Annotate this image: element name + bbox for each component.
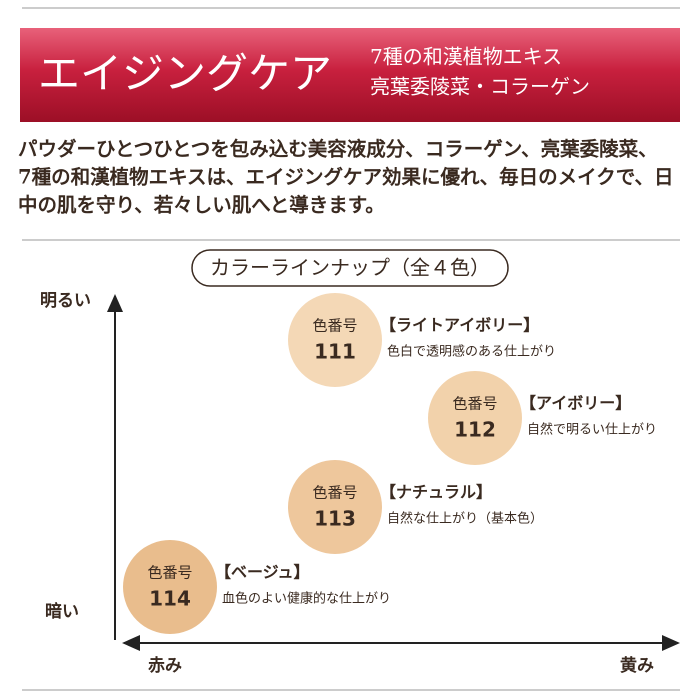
axis-label: 黄み <box>620 655 654 676</box>
shade-swatch <box>123 540 217 634</box>
code: 112 <box>454 418 496 442</box>
shade-description: 自然な仕上がり（基本色） <box>387 511 543 527</box>
body-line: 7種の和漢植物エキスは、エイジングケア効果に優れ、毎日のメイクで、日 <box>18 166 674 189</box>
lineup-heading: カラーラインナップ（全４色） <box>210 256 490 280</box>
shade-swatch <box>428 371 522 465</box>
shade-description: 自然で明るい仕上がり <box>527 422 657 438</box>
axis-label: 赤み <box>148 655 182 676</box>
shade-name: 【ベージュ】 <box>215 563 310 582</box>
code: 113 <box>314 507 356 531</box>
axis-label: 暗い <box>45 601 79 622</box>
shade-swatch <box>288 293 382 387</box>
shades: 色番号111【ライトアイボリー】色白で透明感のある仕上がり色番号112【アイボリ… <box>123 293 657 634</box>
shade-name: 【ライトアイボリー】 <box>380 316 539 335</box>
axis-label: 明るい <box>40 291 91 311</box>
banner-subtitle: 7種の和漢植物エキス <box>370 45 562 69</box>
code-label: 色番号 <box>312 317 357 335</box>
banner <box>20 28 680 122</box>
shade-swatch <box>288 460 382 554</box>
body-line: パウダーひとつひとつを包み込む美容液成分、コラーゲン、亮葉委陵菜、 <box>18 138 658 161</box>
shade-description: 血色のよい健康的な仕上がり <box>222 591 391 607</box>
code: 111 <box>314 340 356 364</box>
body-line: 中の肌を守り、若々しい肌へと導きます。 <box>18 194 385 217</box>
shade-description: 色白で透明感のある仕上がり <box>387 344 556 360</box>
banner-title: エイジングケア <box>38 49 332 98</box>
shade-name: 【アイボリー】 <box>520 394 631 413</box>
code-label: 色番号 <box>147 564 192 582</box>
code-label: 色番号 <box>312 484 357 502</box>
shade-name: 【ナチュラル】 <box>380 483 492 502</box>
code: 114 <box>149 587 191 611</box>
banner-subtitle: 亮葉委陵菜・コラーゲン <box>370 75 590 99</box>
heading-box <box>191 249 509 287</box>
code-label: 色番号 <box>452 395 497 413</box>
